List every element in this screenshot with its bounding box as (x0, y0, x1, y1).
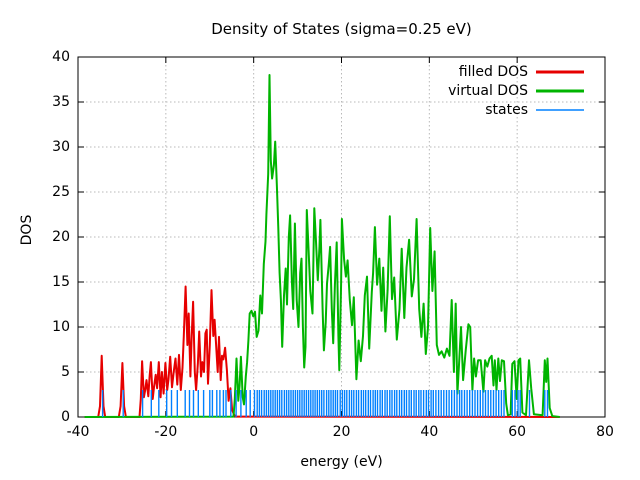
y-tick-label: 5 (61, 364, 70, 380)
x-tick-label: 40 (420, 424, 439, 440)
x-tick-label: 60 (508, 424, 527, 440)
x-axis-title: energy (eV) (300, 454, 383, 470)
y-tick-label: 0 (61, 409, 70, 425)
legend-row-states: states (448, 100, 584, 119)
y-tick-label: 35 (52, 94, 70, 110)
x-tick-label: 80 (596, 424, 614, 440)
chart-title: Density of States (sigma=0.25 eV) (211, 20, 472, 38)
x-tick-label: 20 (332, 424, 351, 440)
filled-dos-curve (84, 285, 560, 418)
legend-label-virtual-dos: virtual DOS (448, 82, 528, 99)
x-tick-label: -40 (66, 424, 90, 440)
legend-label-states: states (485, 101, 528, 118)
x-tick-label: 0 (249, 424, 259, 440)
virtual-dos-curve (84, 74, 560, 418)
legend-label-filled-dos: filled DOS (458, 63, 528, 80)
x-tick-label: -20 (154, 424, 178, 440)
y-tick-label: 40 (52, 49, 70, 65)
y-tick-label: 10 (52, 319, 70, 335)
filled-dos-line-swatch (536, 70, 584, 73)
legend: filled DOS virtual DOS states (448, 62, 584, 119)
states-impulses (101, 390, 549, 417)
legend-row-filled-dos: filled DOS (448, 62, 584, 81)
y-tick-label: 20 (52, 229, 70, 245)
y-tick-label: 25 (52, 184, 70, 200)
y-tick-label: 30 (52, 139, 70, 155)
states-line-swatch (536, 108, 584, 111)
legend-row-virtual-dos: virtual DOS (448, 81, 584, 100)
virtual-dos-line-swatch (536, 89, 584, 92)
y-tick-label: 15 (52, 274, 70, 290)
